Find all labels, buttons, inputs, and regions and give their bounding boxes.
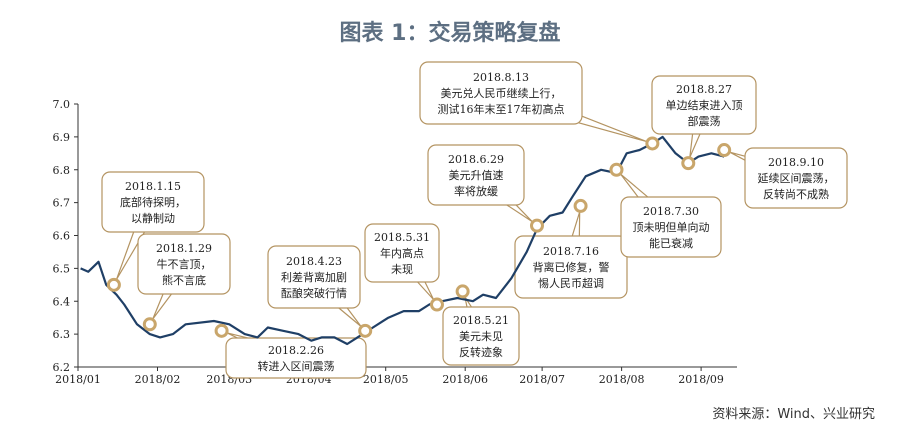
series [80, 135, 725, 346]
x-tick-label: 2018/01 [55, 373, 101, 386]
callout-text: 利差背离加剧 [281, 270, 347, 284]
callout-text: 美元未见 [459, 330, 503, 343]
callout-date: 2018.4.23 [286, 255, 342, 268]
event-marker [214, 323, 229, 338]
markers [106, 136, 732, 338]
callout-date: 2018.7.30 [643, 205, 699, 218]
y-tick-label: 6.3 [53, 328, 71, 341]
callout-fill [622, 198, 720, 256]
callout-fill [421, 63, 581, 123]
event-marker [573, 198, 588, 213]
event-marker [429, 297, 444, 312]
callout-text: 美元兑人民币继续上行， [441, 86, 562, 100]
y-tick-label: 6.4 [53, 295, 71, 308]
axes: 6.2 6.3 6.4 6.5 6.6 6.7 6.8 6.9 7.0 2018/01 2018/0… [53, 98, 737, 386]
callouts: 2018.1.15 底部待探明， 以静制动 2018.1.29 牛不言顶， 熊不言底 201… [101, 61, 848, 379]
y-tick-label: 6.9 [53, 131, 71, 144]
callout-date: 2018.6.29 [448, 153, 504, 166]
callout-fill [103, 173, 203, 231]
callout-text: 转进入区间震荡 [258, 359, 335, 373]
callout-date: 2018.7.16 [543, 245, 599, 258]
event-marker [106, 277, 121, 292]
callout-text: 部震荡 [688, 114, 721, 128]
callout-text: 顶未明但单向动 [633, 220, 710, 234]
callout-fill [366, 225, 438, 281]
source-note: 资料来源：Wind、兴业研究 [712, 407, 875, 422]
series-line [80, 135, 725, 346]
callout-text: 反转迹象 [459, 345, 503, 359]
callout-text: 单边结束进入顶 [666, 99, 743, 112]
event-marker [142, 317, 157, 332]
callout-text: 反转尚不成熟 [763, 187, 829, 201]
y-tick-label: 6.2 [53, 361, 71, 374]
callout-date: 2018.8.13 [473, 71, 529, 84]
callout-text: 底部待探明， [120, 195, 186, 209]
x-tick-label: 2018/08 [599, 373, 645, 386]
y-tick-label: 6.5 [53, 262, 71, 275]
callout-text: 能已衰减 [649, 236, 693, 250]
y-tick-label: 7.0 [53, 98, 71, 111]
x-tick-label: 2018/07 [519, 373, 565, 386]
event-marker [358, 323, 373, 338]
event-marker [609, 162, 624, 177]
callout-text: 牛不言顶， [157, 257, 212, 271]
callout-fill [653, 77, 755, 133]
callout-date: 2018.8.27 [676, 83, 732, 96]
x-tick-label: 2018/05 [363, 373, 409, 386]
chart-title: 图表 1：交易策略复盘 [340, 20, 561, 46]
callout-fill [429, 146, 523, 204]
callout-date: 2018.2.26 [268, 344, 324, 357]
event-marker [455, 284, 470, 299]
callout-text: 背离已修复，警 [533, 260, 610, 274]
event-marker [529, 218, 544, 233]
callout-text: 未现 [391, 263, 413, 276]
callout-text: 年内高点 [380, 246, 424, 260]
callout-text: 美元升值速 [449, 169, 504, 182]
callout-text: 测试16年末至17年初高点 [438, 102, 565, 116]
event-marker [681, 156, 696, 171]
callout-fill [746, 149, 846, 207]
callout-date: 2018.1.15 [125, 180, 181, 193]
y-tick-label: 6.6 [53, 230, 71, 243]
callout-text: 延续区间震荡， [758, 171, 835, 185]
callout-fill [269, 247, 359, 307]
callout-fill [139, 235, 229, 293]
callout-date: 2018.9.10 [768, 156, 824, 169]
callout-date: 2018.5.31 [374, 231, 430, 244]
x-tick-label: 2018/09 [678, 373, 724, 386]
y-tick-label: 6.8 [53, 164, 71, 177]
callout-text: 惕人民币超调 [538, 276, 604, 290]
x-tick-label: 2018/06 [442, 373, 488, 386]
callout-fill [516, 237, 626, 297]
callout-fill [444, 308, 518, 364]
callout-text: 熊不言底 [162, 273, 206, 287]
callout-fill [227, 339, 365, 377]
callout-date: 2018.5.21 [453, 314, 509, 327]
callout-date: 2018.1.29 [156, 242, 212, 255]
y-tick-label: 6.7 [53, 197, 71, 210]
event-marker [717, 143, 732, 158]
x-tick-label: 2018/02 [135, 373, 181, 386]
callout-text: 酝酿突破行情 [281, 286, 347, 300]
event-marker [645, 136, 660, 151]
callout-text: 以静制动 [131, 211, 175, 225]
callout-text: 率将放缓 [454, 184, 498, 198]
